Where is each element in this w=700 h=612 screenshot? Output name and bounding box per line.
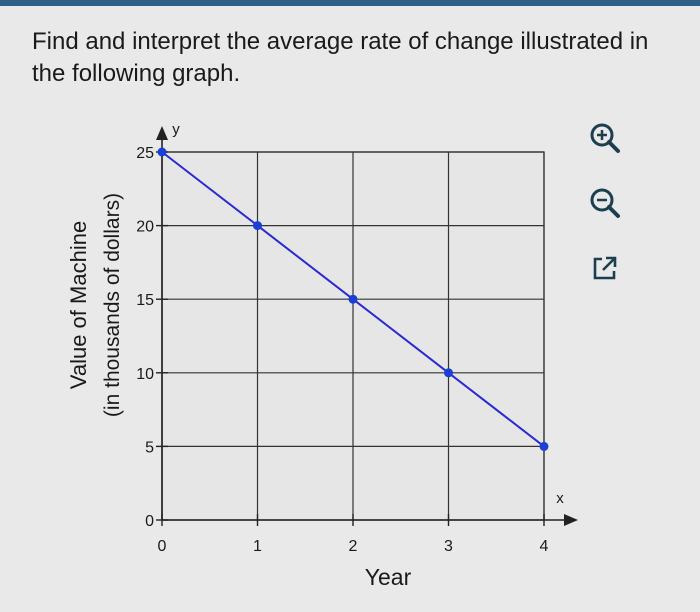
question-line-1: Find and interpret the average rate of c… <box>32 28 649 55</box>
question-line-2: the following graph. <box>32 60 241 87</box>
y-tick-label: 20 <box>136 219 154 236</box>
y-axis-letter: y <box>172 121 180 138</box>
data-point <box>444 368 453 378</box>
chart-grid <box>161 151 545 521</box>
data-point <box>348 294 358 304</box>
x-tick-label: 2 <box>349 538 358 555</box>
chart-series <box>157 147 549 451</box>
data-point <box>157 147 167 157</box>
y-axis-arrow <box>156 126 168 140</box>
x-tick-label: 4 <box>540 538 549 555</box>
chart-ticks: 0 1 2 3 4 0 5 10 15 20 25 <box>136 145 548 555</box>
x-tick-label: 3 <box>444 538 453 555</box>
top-accent-bar <box>0 0 700 6</box>
chart-axes <box>156 126 578 526</box>
y-axis-title-line-1: Value of Machine <box>66 221 91 389</box>
zoom-in-icon <box>590 123 620 153</box>
question-text: Find and interpret the average rate of c… <box>32 26 672 90</box>
data-point <box>539 441 549 451</box>
zoom-out-button[interactable] <box>585 183 625 223</box>
y-tick-label: 5 <box>145 439 154 456</box>
data-point <box>253 221 262 231</box>
y-tick-label: 10 <box>136 366 154 383</box>
x-tick-label: 1 <box>253 538 262 555</box>
zoom-out-icon <box>590 188 620 218</box>
y-tick-label: 15 <box>136 292 154 309</box>
x-axis-letter: x <box>556 490 564 507</box>
open-in-new-window-button[interactable] <box>585 248 625 288</box>
zoom-in-button[interactable] <box>585 118 625 158</box>
x-axis-arrow <box>564 514 578 526</box>
x-tick-label: 0 <box>158 538 167 555</box>
y-axis-title-line-2: (in thousands of dollars) <box>101 193 124 417</box>
y-tick-label: 25 <box>136 145 154 162</box>
y-tick-label: 0 <box>145 513 154 530</box>
x-axis-title: Year <box>365 564 412 590</box>
expand-icon <box>593 256 617 280</box>
